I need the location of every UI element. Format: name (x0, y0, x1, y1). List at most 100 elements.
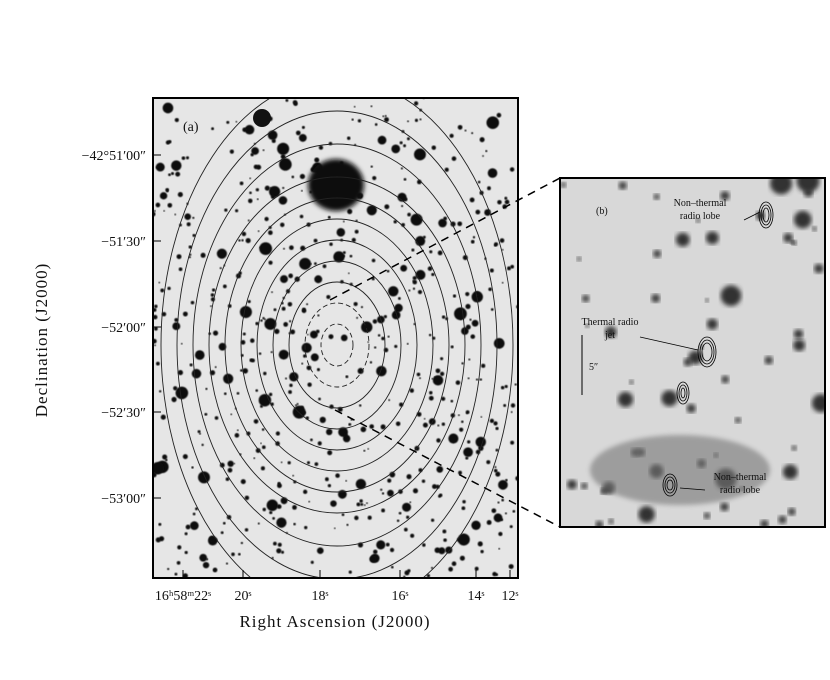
star (471, 319, 479, 327)
star (185, 524, 191, 530)
contour (288, 281, 386, 409)
star (262, 149, 265, 152)
contour (224, 197, 450, 493)
star (303, 489, 308, 494)
star (287, 302, 293, 307)
star (269, 510, 273, 515)
star (313, 238, 318, 243)
star (451, 561, 457, 566)
star (174, 572, 178, 576)
star (191, 466, 194, 469)
star (501, 281, 504, 284)
star (167, 140, 172, 144)
star (301, 125, 305, 129)
star (192, 233, 196, 237)
star (459, 427, 464, 432)
star (160, 414, 166, 420)
star (255, 321, 259, 326)
star (250, 338, 255, 343)
star (487, 186, 491, 191)
star (618, 181, 627, 190)
star (783, 233, 793, 243)
star (359, 499, 363, 503)
star (288, 390, 292, 394)
star (247, 300, 251, 304)
star (270, 351, 273, 354)
y-axis-label: Declination (J2000) (32, 263, 51, 418)
star (471, 520, 481, 530)
star (481, 363, 486, 368)
star (222, 284, 227, 289)
y-tick-label: −52′30″ (101, 406, 146, 421)
annotation: Thermal radio (582, 317, 639, 328)
star (407, 120, 409, 123)
star (249, 191, 252, 195)
star (441, 396, 446, 401)
star (285, 377, 288, 380)
star (259, 246, 262, 249)
star (291, 175, 295, 179)
star (412, 488, 419, 494)
star (791, 445, 797, 451)
star (370, 105, 373, 108)
contour (240, 218, 434, 472)
star (467, 440, 471, 444)
star (168, 173, 171, 177)
star (227, 467, 233, 473)
star (277, 483, 282, 489)
star (582, 294, 590, 303)
star (348, 570, 352, 574)
radio-contour (760, 204, 772, 226)
zoom-lines (329, 177, 561, 528)
star (413, 101, 419, 106)
star (225, 477, 230, 482)
star (437, 424, 440, 427)
star (432, 375, 444, 386)
star (261, 445, 266, 450)
star (160, 288, 165, 293)
star (222, 521, 226, 525)
star (500, 385, 505, 390)
star (319, 416, 326, 424)
star (250, 153, 254, 157)
panel-b-frame (559, 177, 826, 528)
star (489, 418, 495, 424)
radio-contour (676, 381, 690, 405)
star (504, 512, 507, 515)
star (155, 202, 161, 208)
nebulosity (590, 435, 770, 505)
star (226, 120, 230, 124)
star (239, 305, 252, 319)
star (477, 541, 483, 547)
star (782, 464, 798, 480)
star (796, 178, 820, 193)
star (394, 344, 398, 349)
star (472, 236, 476, 239)
star (438, 547, 446, 555)
star (373, 549, 378, 555)
star (241, 231, 247, 237)
star (403, 178, 407, 181)
star (461, 362, 464, 365)
star (812, 226, 817, 232)
star (299, 214, 304, 219)
star (223, 392, 227, 396)
star (177, 370, 184, 376)
star (314, 157, 320, 163)
star (202, 561, 210, 569)
star (258, 393, 272, 407)
x-tick-label: 14ˢ (468, 589, 485, 604)
star (576, 256, 582, 262)
star (369, 555, 377, 563)
star (315, 329, 320, 334)
bright-star (308, 159, 364, 211)
star (171, 396, 177, 403)
star (166, 189, 169, 193)
contour (176, 110, 498, 578)
star (155, 162, 165, 172)
star (401, 204, 404, 208)
star (317, 441, 322, 446)
star (585, 323, 590, 328)
star (184, 532, 188, 536)
star (264, 185, 270, 191)
